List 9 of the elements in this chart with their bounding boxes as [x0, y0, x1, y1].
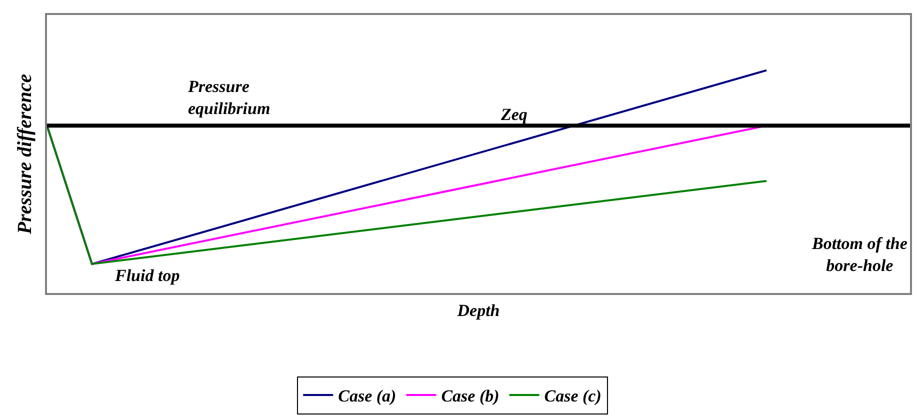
annotation: Zeq — [500, 105, 528, 124]
legend-label: Case (a) — [338, 386, 396, 406]
legend-label: Case (c) — [544, 386, 602, 406]
text: Fluid top — [114, 266, 180, 285]
ref-line-label: Pressure equilibrium — [187, 77, 270, 118]
legend-label: Case (b) — [441, 386, 500, 406]
y-axis-title: Pressure difference — [14, 74, 36, 236]
annotation: Bottom of the bore-hole — [811, 234, 908, 276]
x-axis-title: Depth — [456, 300, 500, 320]
